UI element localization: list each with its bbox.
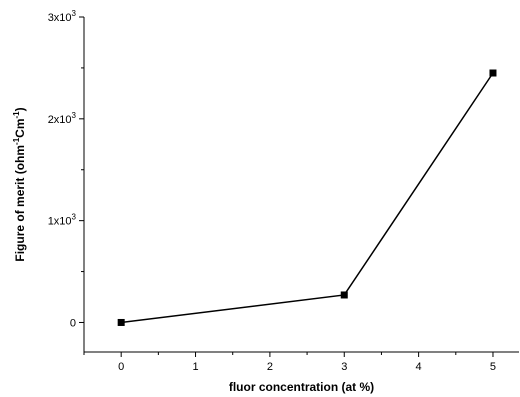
series-line [121,72,494,324]
chart-tick-labels: 0 1 2 3 4 5 0 1x103 2x103 3x103 [48,9,496,373]
y-tick-label: 2x103 [48,111,77,126]
x-tick-label: 1 [192,361,198,373]
data-point [117,318,125,326]
x-tick-label: 0 [118,361,124,373]
x-tick-label: 2 [267,361,273,373]
chart-axes [83,17,519,353]
x-tick-label: 4 [416,361,422,373]
chart-series [117,69,497,326]
chart-ticks [79,16,494,357]
y-axis-title: Figure of merit (ohm-1Cm-1) [12,107,27,261]
y-tick-label: 3x103 [48,9,77,24]
data-point [340,291,348,299]
x-tick-label: 5 [490,361,496,373]
y-tick-label: 0 [70,317,76,329]
x-axis-title: fluor concentration (at %) [229,380,374,394]
data-point [489,69,497,77]
y-tick-label: 1x103 [48,213,77,228]
x-tick-label: 3 [341,361,347,373]
